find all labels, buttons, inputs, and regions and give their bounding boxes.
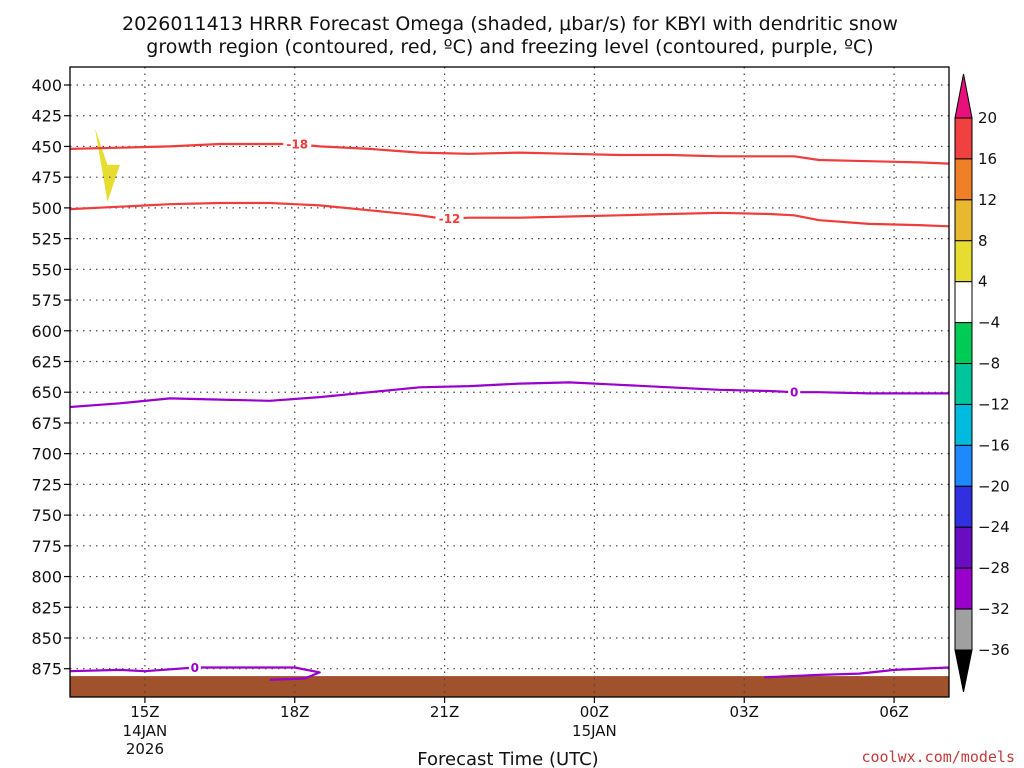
- colorbar-box-9: [954, 485, 973, 528]
- y-tick-label-525: 525: [31, 230, 62, 249]
- chart-title-line-2: growth region (contoured, red, ºC) and f…: [146, 36, 873, 58]
- colorbar-over-triangle: [954, 73, 973, 119]
- colorbar-box-2: [954, 199, 973, 242]
- freezing-level-lower-left-label-bg: [188, 660, 201, 675]
- x-tick-date-00Z: 15JAN: [572, 722, 617, 740]
- colorbar-label--12: −12: [978, 395, 1010, 413]
- y-tick-label-875: 875: [31, 660, 62, 679]
- dgz-minus12-line: [69, 201, 950, 228]
- freezing-level-lower-left-label: 0: [191, 661, 199, 675]
- y-tick-label-475: 475: [31, 168, 62, 187]
- colorbar-label-16: 16: [978, 150, 997, 168]
- y-tick-label-650: 650: [31, 383, 62, 402]
- chart-title-line-1: 2026011413 HRRR Forecast Omega (shaded, …: [122, 13, 898, 35]
- plot-frame: [69, 66, 950, 698]
- freezing-level-lower-right-line: [764, 666, 950, 679]
- y-tick-label-725: 725: [31, 475, 62, 494]
- terrain: [70, 676, 949, 697]
- y-tick-label-500: 500: [31, 199, 62, 218]
- x-tick-label-00Z: 00Z: [580, 703, 609, 721]
- colorbar-label-20: 20: [978, 109, 997, 127]
- colorbar-label--24: −24: [978, 518, 1010, 536]
- colorbar-under-triangle: [954, 649, 973, 693]
- contour-lines: -18 -12 0 0: [69, 137, 950, 681]
- colorbar-box-4: [954, 281, 973, 324]
- colorbar-box-0: [954, 117, 973, 160]
- dgz-minus12-label-bg: [435, 211, 464, 226]
- freezing-level-lower-left-line: [69, 666, 321, 681]
- colorbar-label--28: −28: [978, 559, 1010, 577]
- colorbar-label-12: 12: [978, 191, 997, 209]
- plot-background: [70, 67, 949, 697]
- x-tick-label-06Z: 06Z: [879, 703, 908, 721]
- x-axis-label: Forecast Time (UTC): [417, 749, 598, 768]
- colorbar-label--16: −16: [978, 436, 1010, 454]
- y-tick-label-775: 775: [31, 537, 62, 556]
- y-tick-label-825: 825: [31, 598, 62, 617]
- freezing-level-upper-label-bg: [788, 385, 801, 400]
- colorbar-box-5: [954, 322, 973, 365]
- colorbar-label--20: −20: [978, 477, 1010, 495]
- freezing-level-upper-line: [69, 381, 949, 409]
- colorbar-label--8: −8: [978, 355, 1000, 373]
- y-tick-label-625: 625: [31, 352, 62, 371]
- credit-text: coolwx.com/models: [861, 748, 1015, 766]
- y-tick-label-450: 450: [31, 137, 62, 156]
- colorbar-label-8: 8: [978, 232, 988, 250]
- y-tick-label-800: 800: [31, 568, 62, 587]
- y-tick-label-425: 425: [31, 107, 62, 126]
- colorbar-box-11: [954, 567, 973, 610]
- colorbar-box-7: [954, 403, 973, 446]
- colorbar-box-3: [954, 240, 973, 283]
- dgz-minus18-label-bg: [283, 137, 312, 152]
- x-tick-label-21Z: 21Z: [430, 703, 459, 721]
- omega-positive-area: [94, 128, 120, 202]
- dgz-minus12-label: -12: [439, 212, 461, 226]
- x-tick-label-15Z: 15Z: [130, 703, 159, 721]
- colorbar-box-10: [954, 526, 973, 569]
- y-tick-label-550: 550: [31, 260, 62, 279]
- y-tick-label-575: 575: [31, 291, 62, 310]
- colorbar-box-6: [954, 363, 973, 405]
- freezing-level-upper-label: 0: [790, 386, 798, 400]
- colorbar-label--32: −32: [978, 600, 1010, 618]
- y-tick-label-850: 850: [31, 629, 62, 648]
- y-tick-label-600: 600: [31, 322, 62, 341]
- y-tick-label-675: 675: [31, 414, 62, 433]
- y-tick-label-750: 750: [31, 506, 62, 525]
- colorbar-label--4: −4: [978, 314, 1000, 332]
- y-tick-label-400: 400: [31, 76, 62, 95]
- colorbar: −36 −32 −28 −24 −20 −16 −12 −8 −4 4 8 12 16 20: [954, 73, 1010, 693]
- colorbar-label--36: −36: [978, 641, 1010, 659]
- y-axis-ticks: 400 425 450 475 500 525 550 575 600 625 650 675 700 7…: [31, 76, 70, 679]
- dgz-minus18-line: [69, 142, 950, 165]
- x-tick-date-15Z: 14JAN: [123, 722, 168, 740]
- dgz-minus18-label: -18: [286, 138, 308, 152]
- x-tick-label-03Z: 03Z: [730, 703, 759, 721]
- y-tick-label-700: 700: [31, 445, 62, 464]
- colorbar-box-12: [954, 608, 973, 651]
- x-tick-label-18Z: 18Z: [280, 703, 309, 721]
- colorbar-label-4: 4: [978, 273, 988, 291]
- colorbar-box-8: [954, 444, 973, 487]
- x-tick-year-15Z: 2026: [126, 740, 164, 758]
- plot-area: [70, 67, 949, 697]
- grid-lines: [70, 67, 949, 697]
- colorbar-box-1: [954, 158, 973, 201]
